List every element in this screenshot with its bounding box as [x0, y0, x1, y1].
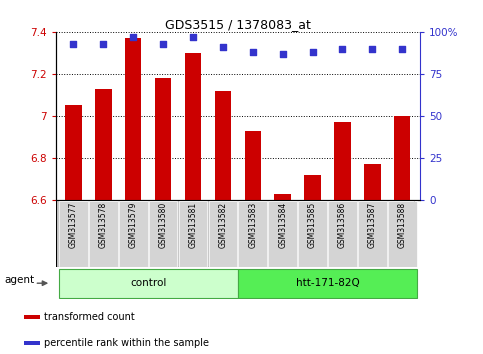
Point — [159, 41, 167, 46]
Point — [249, 49, 256, 55]
Bar — [24, 315, 40, 319]
Point — [369, 46, 376, 52]
Bar — [59, 201, 88, 267]
Text: GSM313585: GSM313585 — [308, 202, 317, 248]
Text: GSM313579: GSM313579 — [129, 202, 138, 249]
Bar — [89, 201, 118, 267]
Text: percentile rank within the sample: percentile rank within the sample — [44, 338, 210, 348]
Text: transformed count: transformed count — [44, 312, 135, 322]
Title: GDS3515 / 1378083_at: GDS3515 / 1378083_at — [165, 18, 311, 31]
Text: control: control — [130, 278, 166, 288]
Bar — [274, 194, 291, 200]
Bar — [238, 269, 417, 297]
Bar — [95, 88, 112, 200]
Point — [219, 44, 227, 50]
Text: GSM313586: GSM313586 — [338, 202, 347, 248]
Point — [339, 46, 346, 52]
Text: htt-171-82Q: htt-171-82Q — [296, 278, 359, 288]
Point — [398, 46, 406, 52]
Text: GSM313583: GSM313583 — [248, 202, 257, 248]
Bar — [298, 201, 327, 267]
Bar — [239, 201, 267, 267]
Text: agent: agent — [4, 275, 35, 285]
Point — [70, 41, 77, 46]
Text: GSM313587: GSM313587 — [368, 202, 377, 248]
Text: GSM313588: GSM313588 — [398, 202, 407, 248]
Bar — [65, 105, 82, 200]
Bar — [209, 201, 237, 267]
Point — [279, 51, 286, 57]
Bar — [388, 201, 417, 267]
Point — [309, 49, 316, 55]
Bar — [358, 201, 387, 267]
Point — [99, 41, 107, 46]
Bar — [185, 53, 201, 200]
Bar — [269, 201, 297, 267]
Text: GSM313582: GSM313582 — [218, 202, 227, 248]
Bar — [58, 269, 238, 297]
Text: GSM313578: GSM313578 — [99, 202, 108, 248]
Bar — [24, 341, 40, 344]
Point — [189, 34, 197, 40]
Bar — [244, 131, 261, 200]
Bar — [394, 116, 411, 200]
Bar — [304, 175, 321, 200]
Point — [129, 34, 137, 40]
Bar — [215, 91, 231, 200]
Bar — [328, 201, 357, 267]
Bar — [155, 78, 171, 200]
Text: GSM313581: GSM313581 — [188, 202, 198, 248]
Bar — [334, 122, 351, 200]
Text: GSM313584: GSM313584 — [278, 202, 287, 248]
Text: GSM313580: GSM313580 — [158, 202, 168, 248]
Bar — [119, 201, 148, 267]
Bar — [125, 38, 142, 200]
Bar — [364, 164, 381, 200]
Bar — [179, 201, 207, 267]
Text: GSM313577: GSM313577 — [69, 202, 78, 249]
Bar — [149, 201, 177, 267]
